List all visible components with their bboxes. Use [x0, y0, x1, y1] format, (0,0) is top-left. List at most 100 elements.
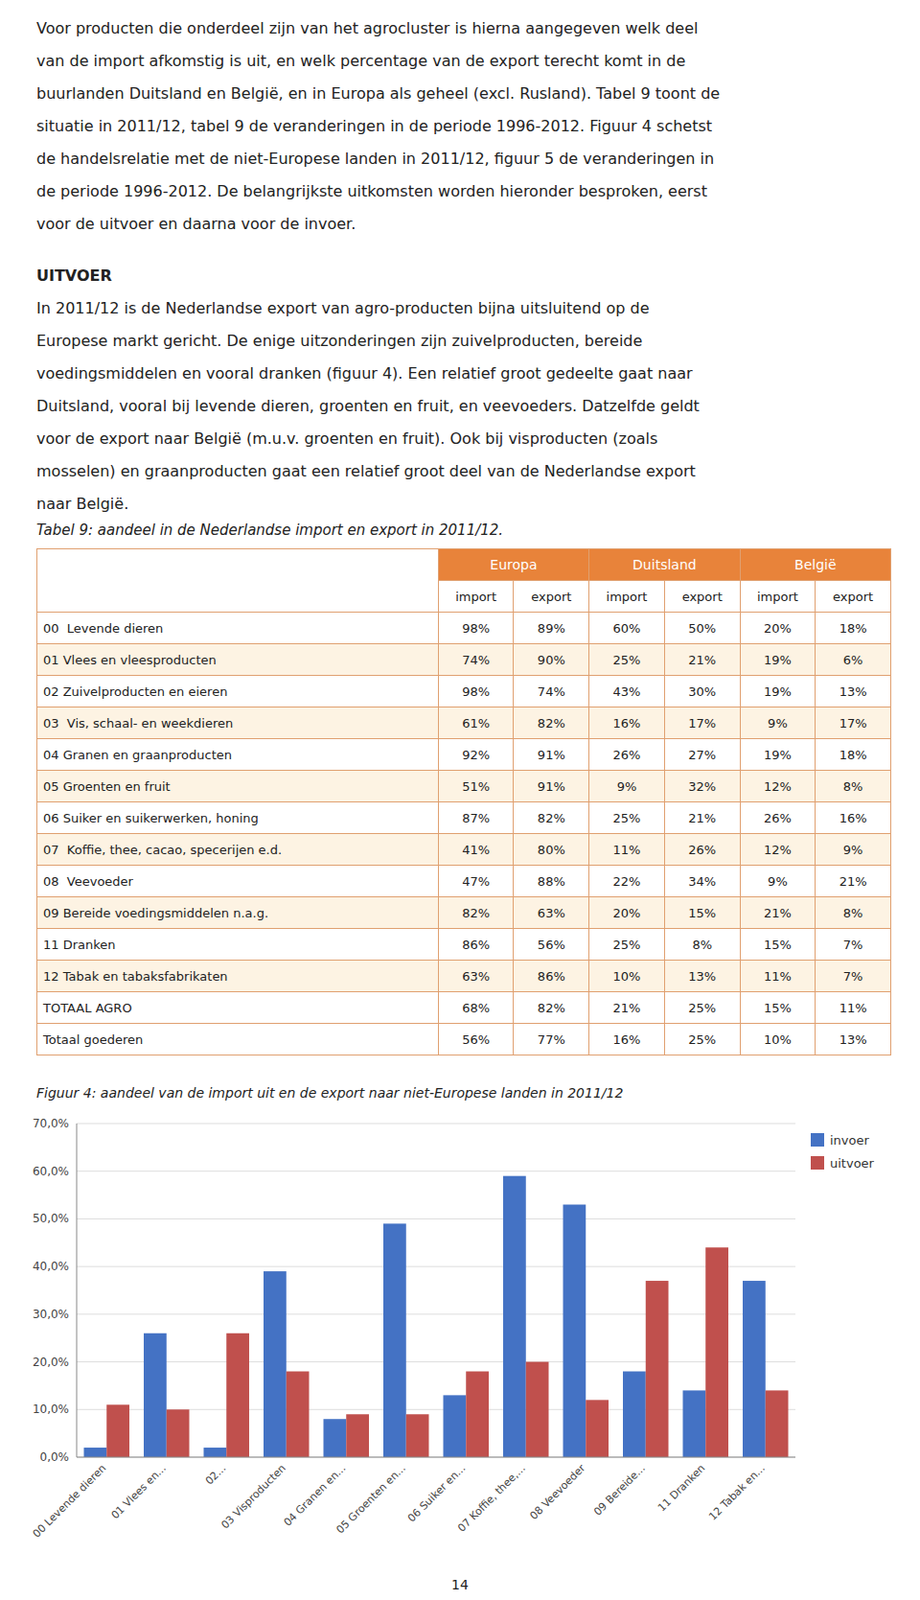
table-cell: 61% [437, 707, 514, 739]
table-cell: 47% [437, 865, 514, 897]
table-cell: 15% [664, 897, 740, 929]
y-axis-line [76, 1123, 78, 1457]
body-line: de periode 1996-2012. De belangrijkste u… [36, 182, 708, 201]
table-cell: 9% [739, 865, 816, 897]
bar [106, 1403, 130, 1457]
table-cell: 89% [513, 612, 590, 644]
table-cell: 13% [815, 675, 892, 708]
table-row: 11 Dranken86%56%25%8%15%7% [37, 928, 892, 961]
table-cell: 11% [739, 960, 816, 992]
table-cell: 10% [589, 960, 666, 992]
table-cell: 92% [437, 738, 514, 771]
chart: 0,0%10,0%20,0%30,0%40,0%50,0%60,0%70,0%0… [0, 1109, 920, 1572]
body-line: voedingsmiddelen en vooral dranken (figu… [36, 364, 693, 383]
bar [622, 1371, 646, 1457]
table-category: 12 Tabak en tabaksfabrikaten [37, 960, 439, 992]
table-header-row: EuropaDuitslandBelgië [37, 549, 892, 581]
legend-swatch [810, 1132, 825, 1147]
x-tick-label: 00 Levende dieren [30, 1461, 110, 1541]
bar [345, 1413, 369, 1457]
table-category: 07 Koffie, thee, cacao, specerijen e.d. [37, 833, 439, 866]
bar [443, 1394, 467, 1457]
table-cell: 91% [513, 770, 590, 803]
table-cell: 8% [815, 897, 892, 929]
table-subheader: import [739, 580, 816, 613]
table-header-row: importexportimportexportimportexport [37, 580, 892, 613]
table-category: 00 Levende dieren [37, 612, 439, 644]
table-cell: 17% [815, 707, 892, 739]
table-cell: 18% [815, 612, 892, 644]
section-header: UITVOER [36, 266, 113, 285]
legend-label: invoer [829, 1132, 870, 1148]
bar [683, 1389, 707, 1457]
table-cell: 19% [739, 738, 816, 771]
table-cell: 20% [589, 897, 666, 929]
table-cell: 16% [815, 802, 892, 834]
table-cell: 50% [664, 612, 740, 644]
table: EuropaDuitslandBelgiëimportexportimporte… [36, 548, 892, 1056]
table-cell: 15% [739, 928, 816, 961]
table-cell: 74% [437, 644, 514, 676]
table-cell: 7% [815, 928, 892, 961]
table-category: 09 Bereide voedingsmiddelen n.a.g. [37, 897, 439, 929]
table-cell: 9% [589, 770, 666, 803]
bar [406, 1413, 430, 1457]
table-group-header: Europa [437, 549, 589, 581]
bar [323, 1418, 347, 1457]
x-tick-label: 06 Suiker en... [405, 1461, 468, 1524]
grid-line [76, 1360, 796, 1362]
bar [563, 1204, 587, 1457]
bar [84, 1447, 108, 1457]
x-tick-label: 01 Vlees en... [109, 1461, 169, 1521]
table-cell: 21% [589, 991, 666, 1024]
table-cell: 21% [815, 865, 892, 897]
table-category: Totaal goederen [37, 1023, 439, 1056]
table-cell: 12% [739, 833, 816, 866]
table-cell: 30% [664, 675, 740, 708]
bar [645, 1280, 669, 1457]
table-head: EuropaDuitslandBelgiëimportexportimporte… [37, 549, 892, 613]
x-tick-label: 05 Groenten en... [333, 1461, 408, 1536]
table-cell: 26% [589, 738, 666, 771]
table-group-header: België [739, 549, 891, 581]
table-cell: 13% [815, 1023, 892, 1056]
table-row: 03 Vis, schaal- en weekdieren61%82%16%17… [37, 707, 892, 739]
table-row: 07 Koffie, thee, cacao, specerijen e.d.4… [37, 833, 892, 866]
table-cell: 7% [815, 960, 892, 992]
table-cell: 20% [739, 612, 816, 644]
table-body: 00 Levende dieren98%89%60%50%20%18%01 Vl… [37, 612, 892, 1056]
table-cell: 82% [437, 897, 514, 929]
table-cell: 77% [513, 1023, 590, 1056]
y-tick-label: 50,0% [32, 1211, 69, 1225]
table-row: 06 Suiker en suikerwerken, honing87%82%2… [37, 802, 892, 834]
table-category: 01 Vlees en vleesproducten [37, 644, 439, 676]
body-line: situatie in 2011/12, tabel 9 de verander… [36, 116, 713, 136]
bar [526, 1361, 550, 1457]
bar [383, 1222, 407, 1457]
table-category: 04 Granen en graanproducten [37, 738, 439, 771]
bar [286, 1371, 310, 1457]
body-line: Europese markt gericht. De enige uitzond… [36, 331, 643, 350]
table-cell: 98% [437, 612, 514, 644]
table-cell: 88% [513, 865, 590, 897]
table-cell: 68% [437, 991, 514, 1024]
table-cell: 25% [664, 991, 740, 1024]
grid-line [76, 1265, 796, 1267]
x-tick-label: 08 Veevoeder [527, 1461, 588, 1522]
table-cell: 22% [589, 865, 666, 897]
table-cell: 98% [437, 675, 514, 708]
body-line: voor de uitvoer en daarna voor de invoer… [36, 214, 356, 233]
bar [166, 1408, 190, 1457]
bar [465, 1371, 489, 1457]
y-tick-label: 60,0% [32, 1164, 69, 1178]
table-cell: 82% [513, 707, 590, 739]
table-subheader: export [815, 580, 892, 613]
table-category: 08 Veevoeder [37, 865, 439, 897]
x-tick-label: 11 Dranken [655, 1461, 708, 1514]
table-cell: 9% [815, 833, 892, 866]
table-cell: 19% [739, 675, 816, 708]
page-number: 14 [0, 1576, 920, 1592]
bar [585, 1399, 609, 1457]
y-tick-label: 0,0% [40, 1449, 70, 1464]
table-cell: 15% [739, 991, 816, 1024]
